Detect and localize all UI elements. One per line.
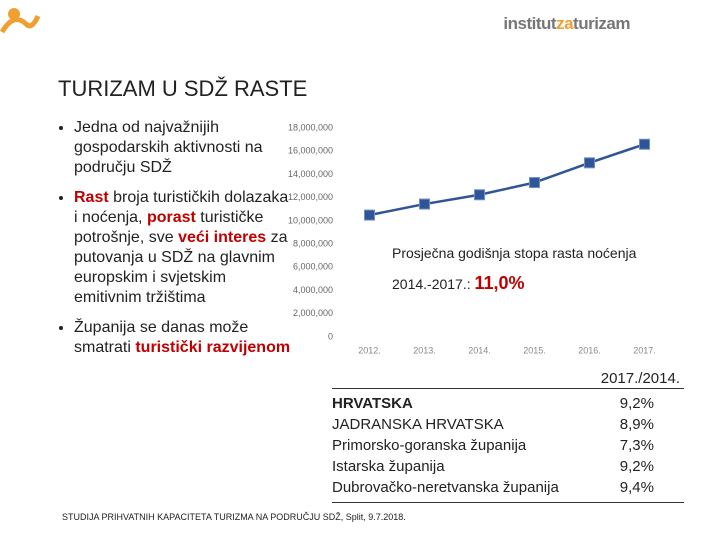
bullet: Županija se danas može smatrati turistič… bbox=[74, 318, 294, 358]
bullet-text: za putovanja u SDŽ na glavnim europskim … bbox=[74, 229, 288, 306]
bullet-emphasis: veći interes bbox=[178, 229, 267, 246]
y-tick-label: 6,000,000 bbox=[293, 262, 333, 272]
region-name: HRVATSKA bbox=[332, 395, 413, 412]
logo-text: za bbox=[556, 14, 574, 33]
table-row: JADRANSKA HRVATSKA 8,9% bbox=[332, 414, 684, 435]
table: 2017./2014. HRVATSKA 9,2% JADRANSKA HRVATS… bbox=[332, 370, 684, 503]
region-name: JADRANSKA HRVATSKA bbox=[332, 416, 504, 433]
logo-icon bbox=[0, 8, 40, 34]
x-tick-label: 2017. bbox=[633, 345, 656, 355]
data-point bbox=[639, 138, 650, 150]
annotation-text: 2014.-2017.: bbox=[392, 276, 475, 292]
data-point bbox=[474, 189, 485, 201]
y-tick-label: 16,000,000 bbox=[288, 146, 333, 156]
y-tick-label: 18,000,000 bbox=[288, 122, 333, 132]
y-tick-label: 12,000,000 bbox=[288, 192, 333, 202]
logo: institutzaturizam bbox=[503, 14, 630, 34]
table-row: Dubrovačko-neretvanska županija 9,4% bbox=[332, 477, 684, 498]
table-row: Primorsko-goranska županija 7,3% bbox=[332, 435, 684, 456]
bullet: Jedna od najvažnijih gospodarskih aktivn… bbox=[74, 118, 294, 178]
growth-value: 9,2% bbox=[619, 395, 654, 412]
bullet-emphasis: Rast bbox=[74, 189, 109, 206]
footer: STUDIJA PRIHVATNIH KAPACITETA TURIZMA NA… bbox=[62, 512, 406, 522]
x-tick-label: 2014. bbox=[468, 345, 491, 355]
y-tick-label: 10,000,000 bbox=[288, 215, 333, 225]
growth-value: 8,9% bbox=[619, 416, 654, 433]
y-tick-label: 8,000,000 bbox=[293, 238, 333, 248]
bullet-list: Jedna od najvažnijih gospodarskih aktivn… bbox=[56, 118, 294, 368]
logo-text: institut bbox=[503, 14, 557, 33]
bullet-text: Jedna od najvažnijih gospodarskih aktivn… bbox=[74, 119, 263, 176]
growth-value: 9,2% bbox=[619, 458, 654, 475]
table-row: Istarska županija 9,2% bbox=[332, 456, 684, 477]
bullet-text: turističke potrošnje, sve bbox=[74, 209, 264, 246]
growth-value: 9,4% bbox=[619, 479, 654, 496]
bullet-emphasis: turistički razvijenom bbox=[135, 339, 291, 356]
x-tick-label: 2016. bbox=[578, 345, 601, 355]
annotation: Prosječna godišnja stopa rasta noćenja 2… bbox=[392, 238, 636, 299]
slide-title: TURIZAM U SDŽ RASTE bbox=[58, 76, 308, 101]
y-tick-label: 4,000,000 bbox=[293, 285, 333, 295]
data-point bbox=[364, 209, 375, 221]
growth-value: 7,3% bbox=[619, 437, 654, 454]
bullet: Rast broja turističkih dolazaka i noćenj… bbox=[74, 188, 294, 308]
bullet-text: Županija se danas može smatrati bbox=[74, 319, 249, 356]
y-tick-label: 2,000,000 bbox=[293, 308, 333, 318]
y-tick-label: 0 bbox=[328, 331, 333, 341]
x-tick-label: 2015. bbox=[523, 345, 546, 355]
data-point bbox=[529, 177, 540, 189]
data-point bbox=[584, 157, 595, 169]
table-header: 2017./2014. bbox=[600, 370, 680, 387]
y-tick-label: 14,000,000 bbox=[288, 169, 333, 179]
logo-text: turizam bbox=[573, 14, 630, 33]
bullet-emphasis: porast bbox=[146, 209, 196, 226]
bullet-text: broja turističkih dolazaka i noćenja, bbox=[74, 189, 289, 226]
series-line bbox=[369, 143, 645, 217]
region-name: Primorsko-goranska županija bbox=[332, 437, 527, 454]
x-tick-label: 2012. bbox=[358, 345, 381, 355]
region-name: Dubrovačko-neretvanska županija bbox=[332, 479, 559, 496]
x-tick-label: 2013. bbox=[413, 345, 436, 355]
table-body: HRVATSKA 9,2% JADRANSKA HRVATSKA 8,9% Primor… bbox=[332, 388, 684, 503]
annotation-text: Prosječna godišnja stopa rasta noćenja bbox=[392, 245, 637, 261]
annotation-highlight: 11,0% bbox=[474, 273, 525, 293]
region-name: Istarska županija bbox=[332, 458, 445, 475]
table-row: HRVATSKA 9,2% bbox=[332, 393, 684, 414]
data-point bbox=[419, 198, 430, 210]
